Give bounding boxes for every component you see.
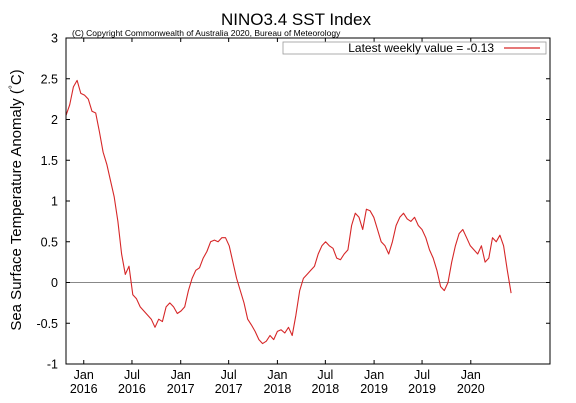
- x-tick-label-month: Jul: [317, 368, 333, 382]
- legend-label: Latest weekly value = -0.13: [348, 41, 494, 55]
- x-tick-label-month: Jul: [221, 368, 237, 382]
- series-layer: [65, 79, 512, 345]
- chart-title: NINO3.4 SST Index: [221, 10, 371, 29]
- x-tick-label-month: Jul: [124, 368, 140, 382]
- x-tick-label-month: Jan: [461, 368, 481, 382]
- x-tick-label-month: Jul: [414, 368, 430, 382]
- x-tick-label-year: 2018: [263, 382, 291, 396]
- series-line: [65, 79, 512, 345]
- x-tick-label-month: Jan: [267, 368, 287, 382]
- x-tick-label-year: 2019: [360, 382, 388, 396]
- y-tick-label: -1: [47, 358, 58, 372]
- x-tick-label-month: Jan: [364, 368, 384, 382]
- x-tick-label-year: 2016: [70, 382, 98, 396]
- x-tick-label-year: 2016: [118, 382, 146, 396]
- y-tick-label: 3: [51, 32, 58, 46]
- y-tick-label: 0: [51, 276, 58, 290]
- ticks-layer: -1-0.500.511.522.53Jan2016Jul2016Jan2017…: [36, 32, 550, 396]
- x-tick-label-year: 2017: [215, 382, 243, 396]
- x-tick-label-year: 2020: [457, 382, 485, 396]
- x-tick-label-month: Jan: [74, 368, 94, 382]
- chart-subtitle: (C) Copyright Commonwealth of Australia …: [72, 28, 341, 38]
- y-tick-label: -0.5: [36, 317, 58, 331]
- y-tick-label: 2.5: [41, 72, 58, 86]
- x-tick-label-month: Jan: [171, 368, 191, 382]
- x-tick-label-year: 2019: [408, 382, 436, 396]
- x-tick-label-year: 2017: [167, 382, 195, 396]
- y-axis-label: Sea Surface Temperature Anomaly (°C): [8, 69, 26, 330]
- y-tick-label: 1.5: [41, 154, 58, 168]
- y-tick-label: 2: [51, 113, 58, 127]
- x-tick-label-year: 2018: [311, 382, 339, 396]
- legend: Latest weekly value = -0.13: [282, 41, 547, 55]
- legend-box: [282, 41, 547, 55]
- plot-frame: [65, 37, 551, 365]
- y-tick-label: 1: [51, 195, 58, 209]
- y-tick-label: 0.5: [41, 235, 58, 249]
